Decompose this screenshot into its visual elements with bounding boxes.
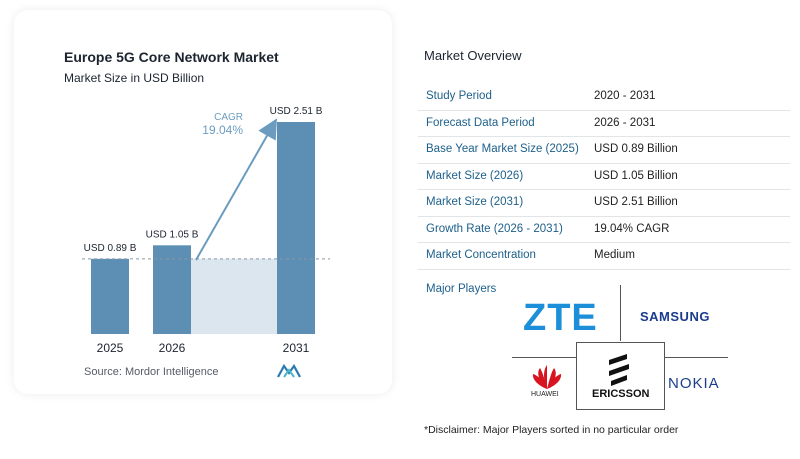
baseline-shade xyxy=(191,258,277,334)
row-label: Study Period xyxy=(426,90,492,102)
cagr-label: CAGR xyxy=(214,112,243,123)
huawei-flower-icon xyxy=(532,365,562,389)
logo-divider xyxy=(576,409,665,410)
chart-title: Europe 5G Core Network Market xyxy=(64,49,279,65)
bar xyxy=(91,258,129,334)
nokia-logo: NOKIA xyxy=(668,375,720,392)
overview-row: Forecast Data Period 2026 - 2031 xyxy=(418,111,790,137)
bar-value-label: USD 2.51 B xyxy=(270,106,323,117)
x-tick-label: 2031 xyxy=(283,341,310,355)
x-tick-label: 2026 xyxy=(159,341,186,355)
logo-divider xyxy=(620,285,621,341)
x-tick-label: 2025 xyxy=(97,341,124,355)
samsung-logo: SAMSUNG xyxy=(640,309,710,324)
overview-row: Base Year Market Size (2025) USD 0.89 Bi… xyxy=(418,137,790,164)
row-label: Forecast Data Period xyxy=(426,116,535,129)
row-label: Market Size (2031) xyxy=(426,196,524,208)
mordor-logo-icon xyxy=(277,364,301,378)
zte-logo: ZTE xyxy=(523,297,598,339)
cagr-arrow xyxy=(195,118,277,261)
overview-table: Study Period 2020 - 2031 Forecast Data P… xyxy=(418,84,790,270)
row-value: USD 1.05 Billion xyxy=(594,169,678,182)
overview-row: Market Size (2031) USD 2.51 Billion xyxy=(418,190,790,217)
logo-divider xyxy=(664,342,665,410)
overview-title: Market Overview xyxy=(424,48,522,63)
ericsson-logo: ERICSSON xyxy=(592,388,650,400)
overview-row: Growth Rate (2026 - 2031) 19.04% CAGR xyxy=(418,217,790,243)
ericsson-mark-icon xyxy=(609,354,629,386)
bar-value-label: USD 0.89 B xyxy=(84,243,137,254)
source-text: Source: Mordor Intelligence xyxy=(84,366,219,378)
logo-divider xyxy=(512,357,576,358)
overview-row: Study Period 2020 - 2031 xyxy=(418,84,790,111)
logo-divider xyxy=(664,357,728,358)
huawei-logo: HUAWEI xyxy=(531,391,559,398)
overview-row: Market Size (2026) USD 1.05 Billion xyxy=(418,164,790,190)
chart-subtitle: Market Size in USD Billion xyxy=(64,71,205,85)
row-value: 2026 - 2031 xyxy=(594,116,656,129)
row-value: USD 2.51 Billion xyxy=(594,196,678,208)
row-label: Growth Rate (2026 - 2031) xyxy=(426,222,563,235)
row-value: Medium xyxy=(594,249,635,261)
row-value: 19.04% CAGR xyxy=(594,222,670,235)
bar-value-label: USD 1.05 B xyxy=(146,229,199,240)
bar xyxy=(277,122,315,334)
cagr-value: 19.04% xyxy=(202,123,243,137)
disclaimer-text: *Disclaimer: Major Players sorted in no … xyxy=(424,424,679,436)
logo-divider xyxy=(576,342,665,343)
row-label: Base Year Market Size (2025) xyxy=(426,143,579,155)
major-players-title: Major Players xyxy=(426,283,497,295)
bar xyxy=(153,245,191,334)
bar-chart: USD 0.89 B USD 1.05 B USD 2.51 B 2025 2026 20… xyxy=(82,106,330,355)
row-value: 2020 - 2031 xyxy=(594,90,656,102)
logo-divider xyxy=(576,342,577,410)
row-value: USD 0.89 Billion xyxy=(594,143,678,155)
row-label: Market Concentration xyxy=(426,249,536,261)
overview-row: Market Concentration Medium xyxy=(418,243,790,270)
row-label: Market Size (2026) xyxy=(426,169,524,182)
